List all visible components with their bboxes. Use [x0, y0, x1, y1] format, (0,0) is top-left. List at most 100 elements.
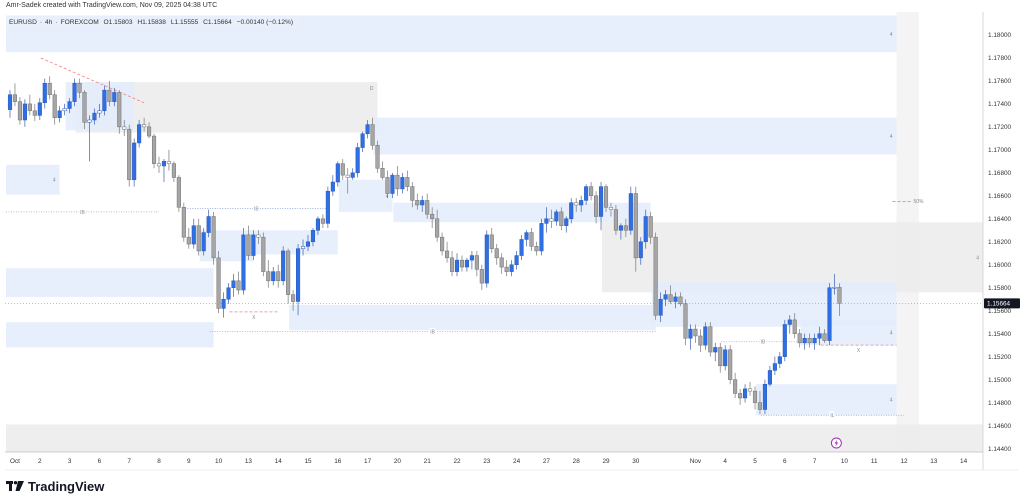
- candle[interactable]: [559, 207, 564, 231]
- candle[interactable]: [524, 230, 529, 247]
- candle[interactable]: [494, 244, 499, 265]
- candle[interactable]: [449, 250, 455, 277]
- candle[interactable]: [633, 186, 638, 272]
- candle[interactable]: [752, 386, 758, 410]
- candle[interactable]: [514, 250, 519, 270]
- candle[interactable]: [489, 227, 494, 254]
- candle[interactable]: [723, 345, 728, 371]
- candle[interactable]: [698, 329, 703, 353]
- candle[interactable]: [32, 103, 37, 122]
- candle[interactable]: [678, 292, 683, 307]
- candle[interactable]: [236, 271, 241, 295]
- candle[interactable]: [330, 175, 335, 196]
- candle[interactable]: [400, 172, 405, 194]
- candle[interactable]: [464, 257, 469, 272]
- candle[interactable]: [281, 246, 286, 286]
- candle[interactable]: [87, 115, 92, 162]
- candle[interactable]: [832, 273, 837, 295]
- candle[interactable]: [300, 239, 306, 256]
- candle[interactable]: [42, 78, 47, 109]
- candle[interactable]: [395, 165, 400, 196]
- candle[interactable]: [206, 209, 211, 238]
- candle[interactable]: [107, 80, 112, 107]
- candle[interactable]: [579, 195, 584, 212]
- candle[interactable]: [772, 356, 777, 376]
- candle[interactable]: [315, 216, 320, 235]
- candle[interactable]: [325, 186, 330, 228]
- symbol-info-bar[interactable]: EURUSD · 4h · FOREXCOM O1.15803 H1.15838 L1.…: [6, 17, 300, 28]
- candle[interactable]: [320, 214, 325, 228]
- candle[interactable]: [683, 299, 688, 346]
- candle[interactable]: [733, 372, 738, 399]
- candle[interactable]: [166, 149, 171, 171]
- candle[interactable]: [261, 232, 266, 277]
- candle[interactable]: [430, 207, 435, 228]
- candle[interactable]: [251, 230, 256, 261]
- candle[interactable]: [266, 260, 271, 288]
- candle[interactable]: [276, 264, 281, 288]
- zone-blue[interactable]: [373, 117, 897, 155]
- interval[interactable]: 4h: [45, 19, 53, 26]
- candle[interactable]: [127, 124, 132, 187]
- candle[interactable]: [410, 182, 415, 208]
- candle[interactable]: [221, 292, 226, 318]
- candle[interactable]: [459, 255, 465, 272]
- candle[interactable]: [479, 264, 484, 291]
- symbol-name[interactable]: EURUSD: [9, 19, 37, 26]
- candle[interactable]: [668, 285, 673, 304]
- candle[interactable]: [529, 227, 534, 251]
- candle[interactable]: [7, 90, 13, 118]
- candle[interactable]: [594, 191, 599, 224]
- candle[interactable]: [350, 168, 355, 180]
- candle[interactable]: [390, 172, 395, 199]
- candle[interactable]: [738, 388, 743, 405]
- annotation-line[interactable]: [40, 57, 145, 104]
- candle[interactable]: [241, 227, 246, 295]
- candle[interactable]: [574, 198, 579, 212]
- candle[interactable]: [22, 99, 27, 127]
- candle[interactable]: [623, 218, 628, 238]
- candle[interactable]: [291, 290, 296, 311]
- candle[interactable]: [812, 333, 817, 350]
- candle[interactable]: [603, 184, 609, 212]
- candle[interactable]: [365, 119, 370, 139]
- candle[interactable]: [608, 202, 614, 217]
- candle[interactable]: [360, 131, 365, 153]
- candle[interactable]: [47, 76, 52, 100]
- candle[interactable]: [226, 283, 231, 304]
- candle[interactable]: [151, 133, 157, 169]
- candle[interactable]: [445, 241, 450, 263]
- candle[interactable]: [440, 232, 445, 256]
- candle[interactable]: [782, 319, 787, 362]
- candle[interactable]: [380, 161, 385, 180]
- candle[interactable]: [201, 227, 206, 256]
- candle[interactable]: [598, 182, 604, 231]
- candle[interactable]: [435, 209, 440, 242]
- candle[interactable]: [504, 260, 509, 277]
- candle[interactable]: [777, 352, 782, 369]
- candle[interactable]: [638, 237, 643, 265]
- candle[interactable]: [539, 218, 544, 256]
- candle[interactable]: [618, 223, 623, 240]
- candle[interactable]: [767, 365, 772, 387]
- candle[interactable]: [454, 253, 460, 277]
- candle[interactable]: [425, 193, 430, 219]
- candle[interactable]: [787, 315, 792, 334]
- candle[interactable]: [305, 234, 311, 251]
- candle[interactable]: [469, 250, 474, 270]
- candle[interactable]: [658, 292, 663, 323]
- candle[interactable]: [648, 211, 653, 245]
- zone-blue[interactable]: [651, 281, 897, 327]
- zone-blue[interactable]: [289, 304, 656, 331]
- candle[interactable]: [156, 156, 162, 173]
- candle[interactable]: [370, 117, 375, 150]
- zone-blue[interactable]: [755, 384, 897, 416]
- candle[interactable]: [747, 381, 753, 396]
- candle[interactable]: [117, 90, 122, 134]
- candle[interactable]: [335, 161, 340, 187]
- zone-blue[interactable]: [65, 82, 135, 131]
- candle[interactable]: [420, 195, 425, 212]
- candle[interactable]: [792, 312, 797, 339]
- candle[interactable]: [688, 324, 693, 350]
